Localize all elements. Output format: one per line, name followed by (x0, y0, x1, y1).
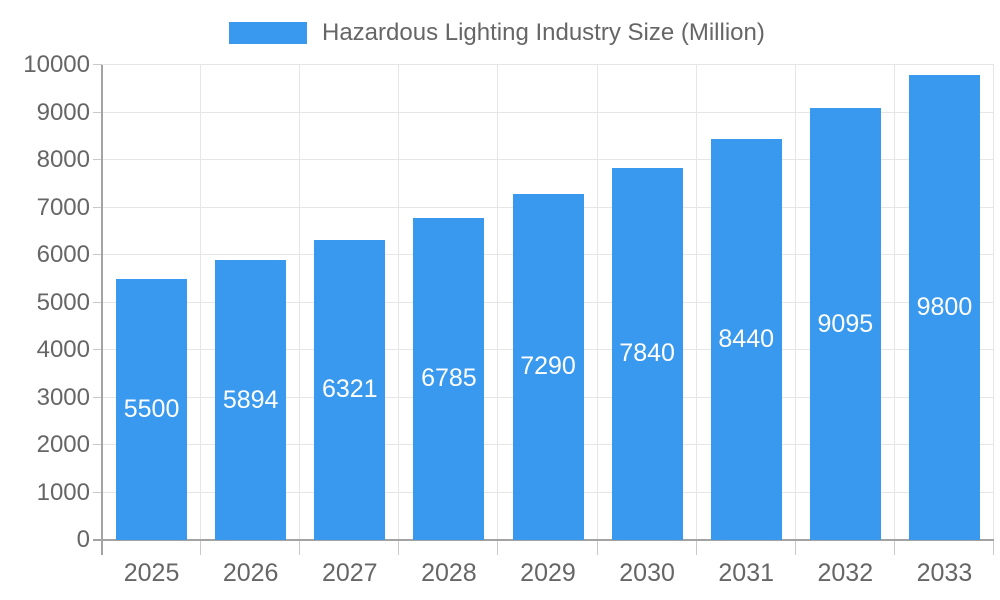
bar-2026[interactable]: 5894 (215, 260, 287, 540)
gridline-vertical (794, 65, 796, 540)
y-tick-label: 3000 (36, 383, 90, 411)
y-tick-label: 8000 (36, 146, 90, 173)
x-tick-label: 2026 (222, 559, 279, 587)
bar-value-label: 5500 (123, 394, 180, 423)
gridline-vertical (398, 65, 400, 540)
bar-2027[interactable]: 6321 (314, 239, 386, 540)
y-axis-tick (93, 349, 102, 350)
y-axis-line (101, 65, 103, 555)
x-axis-tick (497, 540, 499, 555)
gridline-vertical (695, 65, 697, 540)
x-axis-tick (299, 540, 301, 555)
y-tick-label: 5000 (36, 288, 90, 316)
y-axis-tick (93, 396, 102, 398)
x-axis-tick (695, 540, 697, 555)
bar-value-label: 7840 (619, 339, 675, 368)
bar-2033[interactable]: 9800 (908, 74, 980, 540)
bar-value-label: 7290 (520, 352, 576, 381)
x-tick-label: 2030 (619, 559, 675, 587)
gridline-vertical (993, 65, 994, 540)
y-tick-label: 1000 (36, 478, 90, 506)
x-axis-tick (398, 540, 400, 555)
x-axis-tick (993, 540, 994, 555)
x-tick-label: 2029 (520, 559, 576, 587)
x-tick-label: 2032 (817, 559, 874, 587)
bar-value-label: 8440 (718, 325, 775, 354)
x-tick-label: 2027 (321, 559, 378, 587)
x-axis-tick (794, 540, 796, 555)
gridline-vertical (596, 65, 598, 540)
y-axis-tick (93, 206, 102, 208)
x-axis-labels: 2025 2026 2027 2028 2029 2030 2031 2032 2033 (102, 558, 994, 590)
y-axis-tick (93, 254, 102, 255)
y-tick-label: 4000 (36, 336, 90, 363)
gridline-vertical (200, 65, 202, 540)
plot-area: 5500 5894 6321 6785 7290 7840 8440 9095 9800 (93, 64, 994, 555)
bar-2025[interactable]: 5500 (116, 278, 188, 540)
x-tick-label: 2033 (916, 559, 973, 587)
bar-value-label: 6321 (321, 375, 378, 404)
y-tick-label: 7000 (36, 193, 90, 221)
bar-value-label: 9095 (817, 309, 874, 338)
legend-swatch (229, 22, 307, 44)
y-axis-tick (93, 301, 102, 303)
gridline-vertical (497, 65, 499, 540)
gridline-horizontal (102, 159, 994, 160)
bar-value-label: 9800 (916, 292, 973, 321)
x-axis-line (93, 539, 994, 541)
bar-2028[interactable]: 6785 (413, 217, 485, 540)
y-axis-tick (93, 111, 102, 113)
chart-legend[interactable]: Hazardous Lighting Industry Size (Millio… (229, 19, 765, 47)
bar-2030[interactable]: 7840 (611, 167, 683, 540)
y-axis-tick (93, 64, 102, 65)
bar-2032[interactable]: 9095 (809, 108, 881, 540)
gridline-vertical (299, 65, 301, 540)
y-tick-label: 6000 (36, 241, 90, 268)
x-tick-label: 2025 (123, 559, 180, 587)
bar-2029[interactable]: 7290 (512, 193, 584, 540)
bar-value-label: 6785 (421, 364, 477, 393)
x-axis-tick (200, 540, 202, 555)
x-axis-tick (596, 540, 598, 555)
x-axis-tick (893, 540, 895, 555)
x-tick-label: 2028 (421, 559, 477, 587)
y-axis-tick (93, 159, 102, 160)
y-tick-label: 9000 (36, 98, 90, 126)
x-tick-label: 2031 (718, 559, 775, 587)
legend-label: Hazardous Lighting Industry Size (Millio… (322, 19, 765, 46)
y-axis-labels: 0 1000 2000 3000 4000 5000 6000 7000 8000 9000 100… (0, 53, 90, 552)
y-tick-label: 10000 (23, 51, 90, 78)
gridline-vertical (893, 65, 895, 540)
y-tick-label: 2000 (36, 431, 90, 458)
bar-value-label: 5894 (222, 385, 279, 414)
y-axis-tick (93, 491, 102, 493)
bar-2031[interactable]: 8440 (710, 139, 782, 540)
gridline-horizontal (102, 111, 994, 113)
y-axis-tick (93, 444, 102, 445)
y-tick-label: 0 (76, 526, 90, 553)
gridline-horizontal (102, 64, 994, 65)
